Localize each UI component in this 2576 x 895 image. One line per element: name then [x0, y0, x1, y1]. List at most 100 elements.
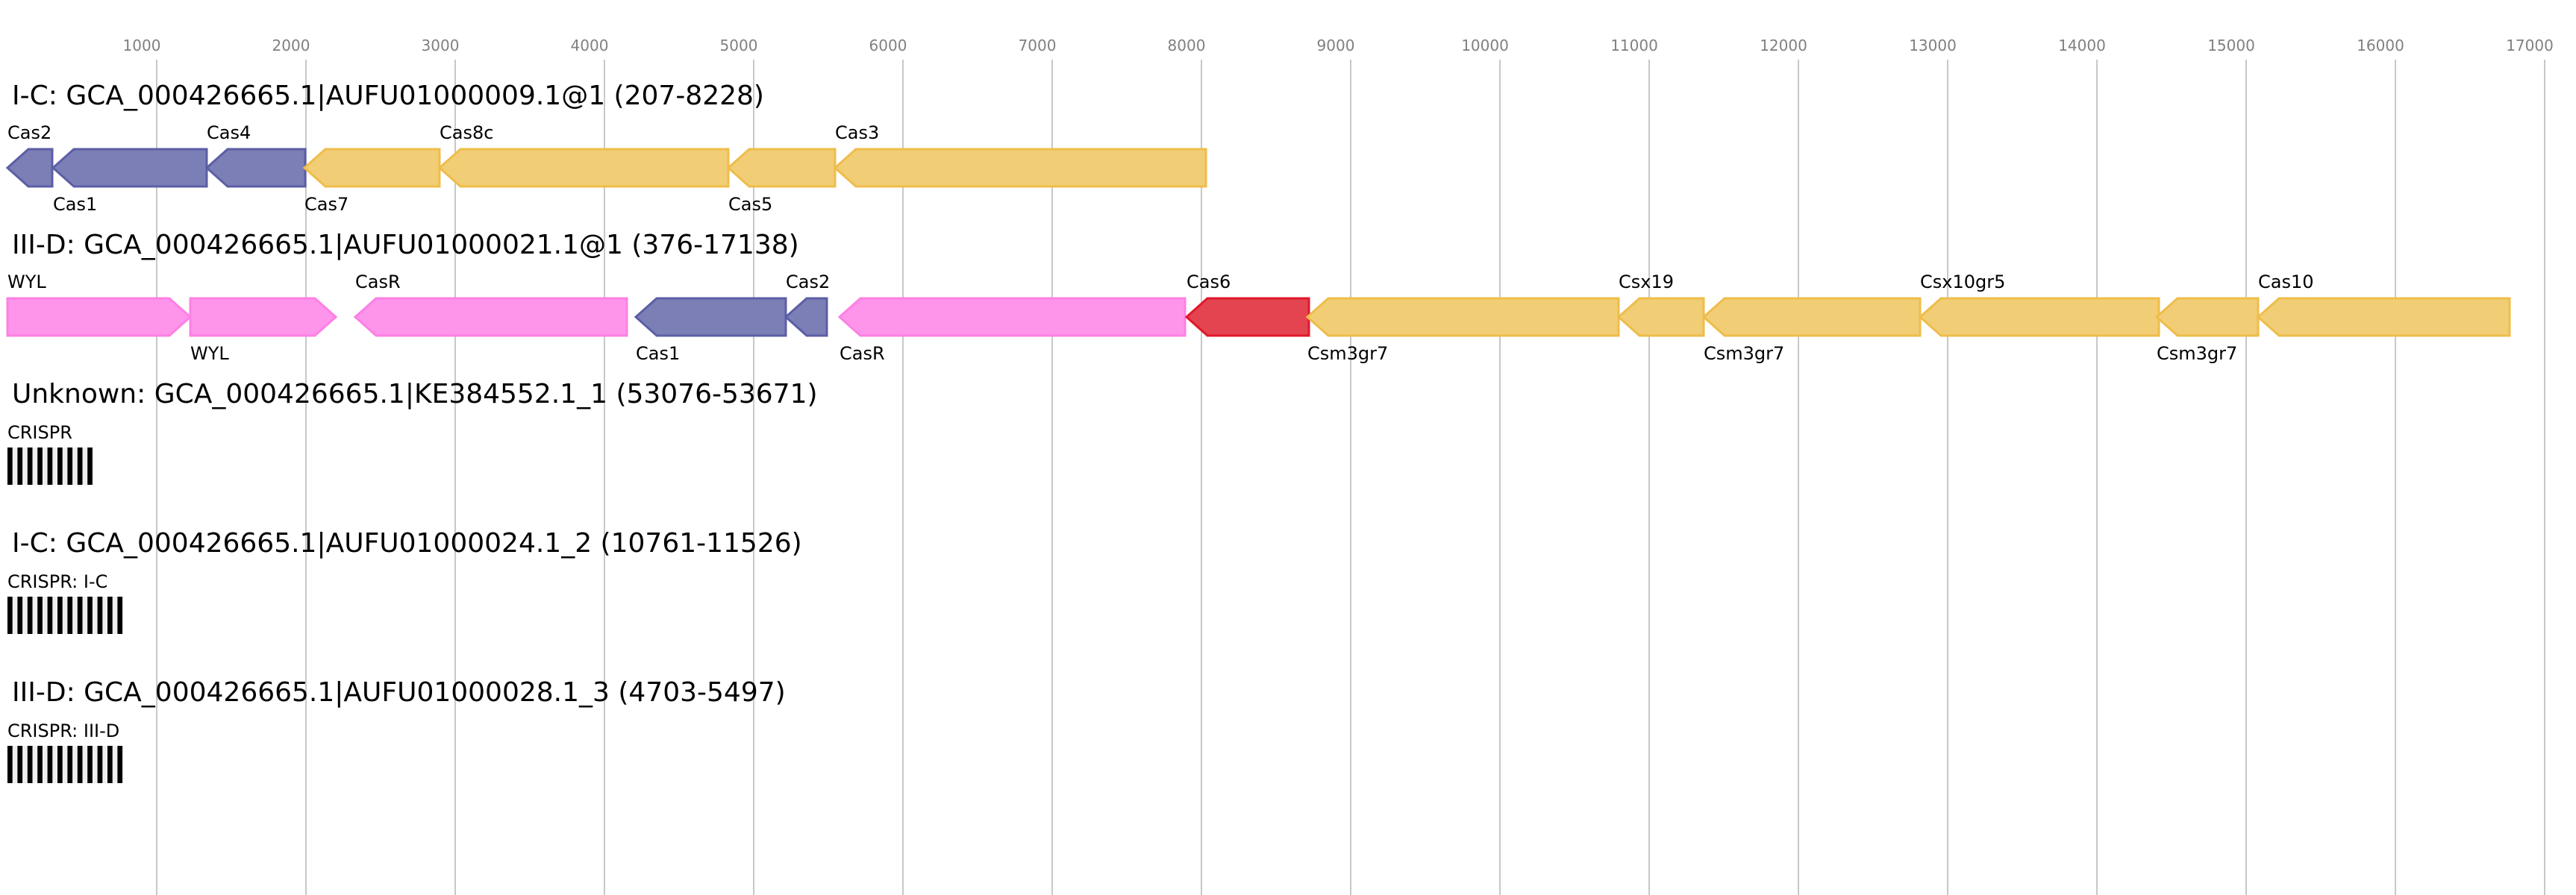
axis-tick-label: 16000	[2357, 37, 2404, 54]
crispr-repeat	[87, 597, 93, 634]
gene-arrow-cas3	[833, 148, 1207, 188]
axis-tick-label: 5000	[720, 37, 758, 54]
crispr-repeat	[57, 448, 63, 485]
axis-tick-label: 8000	[1168, 37, 1206, 54]
gene-label: Cas10	[2258, 271, 2314, 292]
crispr-repeat	[17, 448, 23, 485]
axis-grid: 1000 2000 3000 4000 5000 6000 7000 8000 9000 1000…	[123, 37, 2554, 895]
crispr-repeat	[27, 746, 33, 783]
gene-label: Cas2	[7, 122, 51, 143]
gene-arrow-csx10gr5	[1918, 297, 2160, 337]
gene-arrow-cas5	[726, 148, 837, 188]
gene-label: Cas6	[1187, 271, 1231, 292]
gene-label: CasR	[355, 271, 401, 292]
crispr-repeat	[117, 597, 123, 634]
gene-label: Cas1	[636, 343, 680, 364]
gene-arrow-cas6	[1184, 297, 1310, 337]
crispr-repeat	[117, 746, 123, 783]
gene-label: Csx10gr5	[1920, 271, 2005, 292]
gene-label: Csx19	[1619, 271, 1674, 292]
locus-title: I-C: GCA_000426665.1|AUFU01000024.1_2 (1…	[12, 528, 802, 559]
gene-arrow-cas2	[784, 297, 828, 337]
crispr-array	[7, 746, 123, 783]
locus-track: III-D: GCA_000426665.1|AUFU01000028.1_3 …	[7, 677, 786, 783]
crispr-repeat	[107, 597, 113, 634]
locus-title: Unknown: GCA_000426665.1|KE384552.1_1 (5…	[12, 379, 818, 409]
crispr-repeat	[37, 746, 43, 783]
locus-title: III-D: GCA_000426665.1|AUFU01000021.1@1 …	[12, 230, 799, 260]
gene-arrow-wyl	[6, 297, 193, 337]
crispr-repeat	[47, 746, 53, 783]
gene-label: Cas8c	[440, 122, 493, 143]
axis-tick-label: 3000	[422, 37, 460, 54]
gene-label: WYL	[190, 343, 229, 364]
axis-tick-label: 12000	[1760, 37, 1807, 54]
gene-arrow-cas10	[2256, 297, 2511, 337]
gene-arrow-cas1	[51, 148, 208, 188]
crispr-repeat	[57, 597, 63, 634]
crispr-repeat	[27, 448, 33, 485]
axis-tick-label: 6000	[869, 37, 907, 54]
gene-label: CasR	[840, 343, 885, 364]
axis-tick-label: 4000	[571, 37, 609, 54]
gene-arrow-wyl	[189, 297, 338, 337]
gene-arrow-cas8c	[437, 148, 730, 188]
gene-label: Cas5	[728, 194, 772, 215]
crispr-repeat	[7, 448, 13, 485]
gene-arrow-casr	[353, 297, 628, 337]
crispr-repeat	[27, 597, 33, 634]
locus-track: I-C: GCA_000426665.1|AUFU01000009.1@1 (2…	[5, 81, 1207, 215]
crispr-label: CRISPR: III-D	[7, 720, 119, 741]
crispr-repeat	[77, 746, 83, 783]
gene-label: Cas4	[207, 122, 251, 143]
gene-arrow-cas4	[204, 148, 307, 188]
crispr-repeat	[87, 448, 93, 485]
gene-arrow-csm3gr7	[2154, 297, 2260, 337]
gene-label: Csm3gr7	[2157, 343, 2237, 364]
crispr-repeat	[67, 597, 73, 634]
crispr-repeat	[77, 448, 83, 485]
locus-track: III-D: GCA_000426665.1|AUFU01000021.1@1 …	[6, 230, 2511, 364]
gene-arrow-cas2	[5, 148, 54, 188]
crispr-repeat	[107, 746, 113, 783]
locus-title: I-C: GCA_000426665.1|AUFU01000009.1@1 (2…	[12, 81, 764, 111]
crispr-repeat	[37, 448, 43, 485]
crispr-repeat	[67, 746, 73, 783]
axis-tick-label: 7000	[1019, 37, 1057, 54]
crispr-repeat	[17, 746, 23, 783]
gene-label: Cas3	[835, 122, 879, 143]
crispr-repeat	[7, 597, 13, 634]
crispr-repeat	[57, 746, 63, 783]
gene-label: Cas1	[53, 194, 97, 215]
crispr-repeat	[17, 597, 23, 634]
crispr-repeat	[47, 597, 53, 634]
axis-tick-label: 10000	[1461, 37, 1509, 54]
locus-track: I-C: GCA_000426665.1|AUFU01000024.1_2 (1…	[7, 528, 802, 634]
crispr-repeat	[47, 448, 53, 485]
axis-tick-label: 11000	[1610, 37, 1658, 54]
loci: I-C: GCA_000426665.1|AUFU01000009.1@1 (2…	[5, 81, 2511, 783]
crispr-label: CRISPR: I-C	[7, 571, 107, 592]
crispr-repeat	[87, 746, 93, 783]
crispr-label: CRISPR	[7, 422, 72, 443]
crispr-repeat	[77, 597, 83, 634]
gene-arrow-csx19	[1616, 297, 1705, 337]
crispr-repeat	[97, 597, 103, 634]
axis-tick-label: 2000	[272, 37, 310, 54]
axis-tick-label: 9000	[1317, 37, 1355, 54]
gene-arrow-csm3gr7	[1305, 297, 1620, 337]
gene-arrow-csm3gr7	[1701, 297, 1922, 337]
crispr-repeat	[7, 746, 13, 783]
gene-arrow-casr	[837, 297, 1187, 337]
gene-arrow-cas7	[302, 148, 441, 188]
gene-label: WYL	[7, 271, 46, 292]
crispr-repeat	[37, 597, 43, 634]
locus-title: III-D: GCA_000426665.1|AUFU01000028.1_3 …	[12, 677, 786, 708]
axis-tick-label: 13000	[1909, 37, 1957, 54]
locus-track: Unknown: GCA_000426665.1|KE384552.1_1 (5…	[7, 379, 818, 485]
gene-arrow-cas1	[634, 297, 787, 337]
crispr-repeat	[67, 448, 73, 485]
crispr-array	[7, 597, 123, 634]
axis-tick-label: 17000	[2506, 37, 2554, 54]
